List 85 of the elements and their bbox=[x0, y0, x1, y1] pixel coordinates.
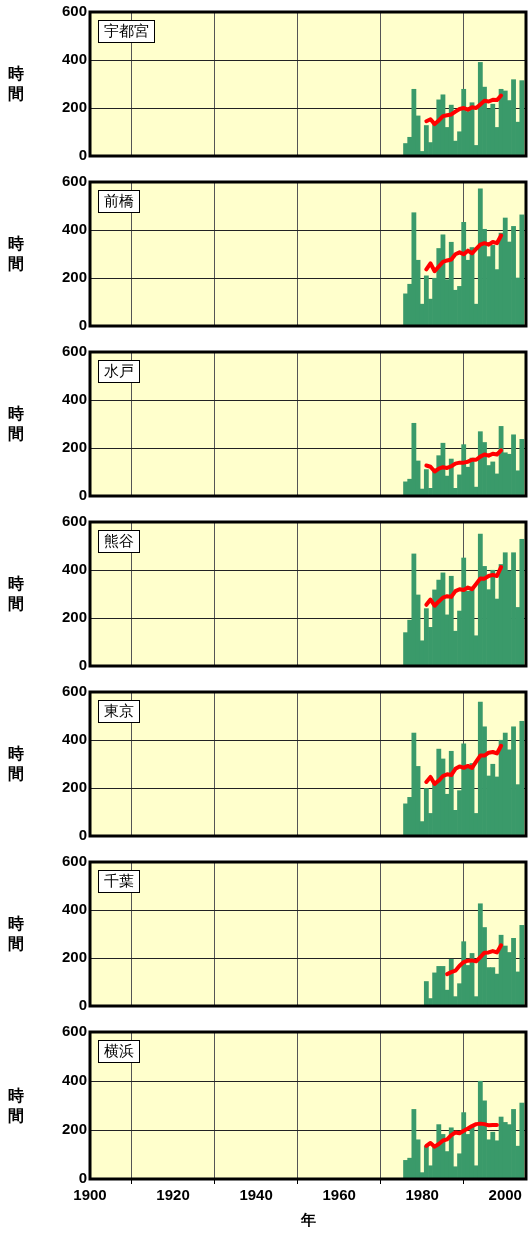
bar bbox=[511, 726, 516, 836]
text: 熊谷 bbox=[98, 530, 140, 553]
bar bbox=[490, 245, 496, 326]
y-tick-label: 400 bbox=[61, 220, 87, 238]
bar bbox=[519, 538, 525, 666]
y-axis-title: 時間 bbox=[8, 234, 25, 274]
bar bbox=[411, 732, 417, 836]
bar bbox=[490, 1131, 496, 1179]
bar bbox=[519, 214, 525, 326]
y-tick-label: 200 bbox=[61, 98, 87, 116]
bar bbox=[411, 553, 417, 666]
x-tick-label: 2000 bbox=[488, 1186, 522, 1204]
bar bbox=[490, 763, 496, 836]
y-tick-label: 200 bbox=[61, 268, 87, 286]
y-tick-label: 0 bbox=[78, 826, 87, 844]
bar bbox=[511, 1109, 516, 1179]
bar bbox=[423, 275, 429, 326]
y-tick-label: 200 bbox=[61, 438, 87, 456]
x-axis-title: 年 bbox=[299, 1211, 316, 1229]
bar bbox=[423, 125, 429, 156]
bar bbox=[490, 461, 496, 496]
bar bbox=[511, 226, 516, 326]
y-tick-label: 600 bbox=[61, 2, 87, 20]
y-axis-title: 時間 bbox=[8, 64, 25, 104]
x-tick-label: 1960 bbox=[322, 1186, 356, 1204]
bar bbox=[490, 569, 496, 666]
x-tick-label: 1940 bbox=[239, 1186, 273, 1204]
bar bbox=[423, 788, 429, 836]
bar bbox=[411, 88, 417, 156]
y-tick-label: 400 bbox=[61, 390, 87, 408]
y-axis-title: 時間 bbox=[8, 914, 25, 954]
text: 千葉 bbox=[98, 870, 140, 893]
y-tick-label: 600 bbox=[61, 342, 87, 360]
bar bbox=[448, 750, 454, 836]
y-tick-label: 0 bbox=[78, 996, 87, 1014]
bar bbox=[436, 966, 442, 1006]
bar bbox=[490, 967, 496, 1006]
y-axis-title: 時間 bbox=[8, 1085, 25, 1126]
y-tick-label: 200 bbox=[61, 948, 87, 966]
y-tick-label: 600 bbox=[61, 852, 87, 870]
bar bbox=[511, 79, 516, 156]
text: 宇都宮 bbox=[98, 20, 155, 43]
y-tick-label: 400 bbox=[61, 1071, 87, 1089]
y-tick-label: 200 bbox=[61, 1120, 87, 1138]
bar bbox=[423, 981, 429, 1006]
x-tick-label: 1920 bbox=[156, 1186, 190, 1204]
x-tick-label: 1900 bbox=[73, 1186, 107, 1204]
text: 前橋 bbox=[98, 190, 140, 213]
bar bbox=[423, 469, 429, 496]
y-tick-label: 400 bbox=[61, 900, 87, 918]
bar bbox=[511, 434, 516, 496]
bar bbox=[436, 748, 442, 836]
bar bbox=[519, 720, 525, 836]
y-tick-label: 400 bbox=[61, 560, 87, 578]
text: 横浜 bbox=[98, 1040, 140, 1063]
bar bbox=[436, 1124, 442, 1179]
text: 水戸 bbox=[98, 360, 140, 383]
y-tick-label: 600 bbox=[61, 1022, 87, 1040]
y-tick-label: 400 bbox=[61, 50, 87, 68]
y-tick-label: 0 bbox=[78, 656, 87, 674]
bar bbox=[519, 439, 525, 496]
x-tick-label: 1980 bbox=[405, 1186, 439, 1204]
y-tick-label: 0 bbox=[78, 1169, 87, 1187]
y-tick-label: 0 bbox=[78, 146, 87, 164]
bar bbox=[411, 422, 417, 496]
y-axis-title: 時間 bbox=[8, 574, 25, 614]
y-tick-label: 400 bbox=[61, 730, 87, 748]
y-axis-title: 時間 bbox=[8, 404, 25, 444]
y-tick-label: 600 bbox=[61, 172, 87, 190]
y-tick-label: 200 bbox=[61, 608, 87, 626]
bar bbox=[411, 212, 417, 326]
y-tick-label: 0 bbox=[78, 316, 87, 334]
bar bbox=[519, 80, 525, 156]
y-tick-label: 600 bbox=[61, 682, 87, 700]
bar bbox=[411, 1109, 417, 1179]
y-tick-label: 0 bbox=[78, 486, 87, 504]
y-axis-title: 時間 bbox=[8, 744, 25, 784]
y-tick-label: 600 bbox=[61, 512, 87, 530]
bar bbox=[519, 1102, 525, 1179]
bar bbox=[519, 925, 525, 1006]
text: 東京 bbox=[98, 700, 140, 723]
y-tick-label: 200 bbox=[61, 778, 87, 796]
bar bbox=[490, 103, 496, 156]
bar bbox=[511, 552, 516, 666]
bar bbox=[511, 937, 516, 1006]
